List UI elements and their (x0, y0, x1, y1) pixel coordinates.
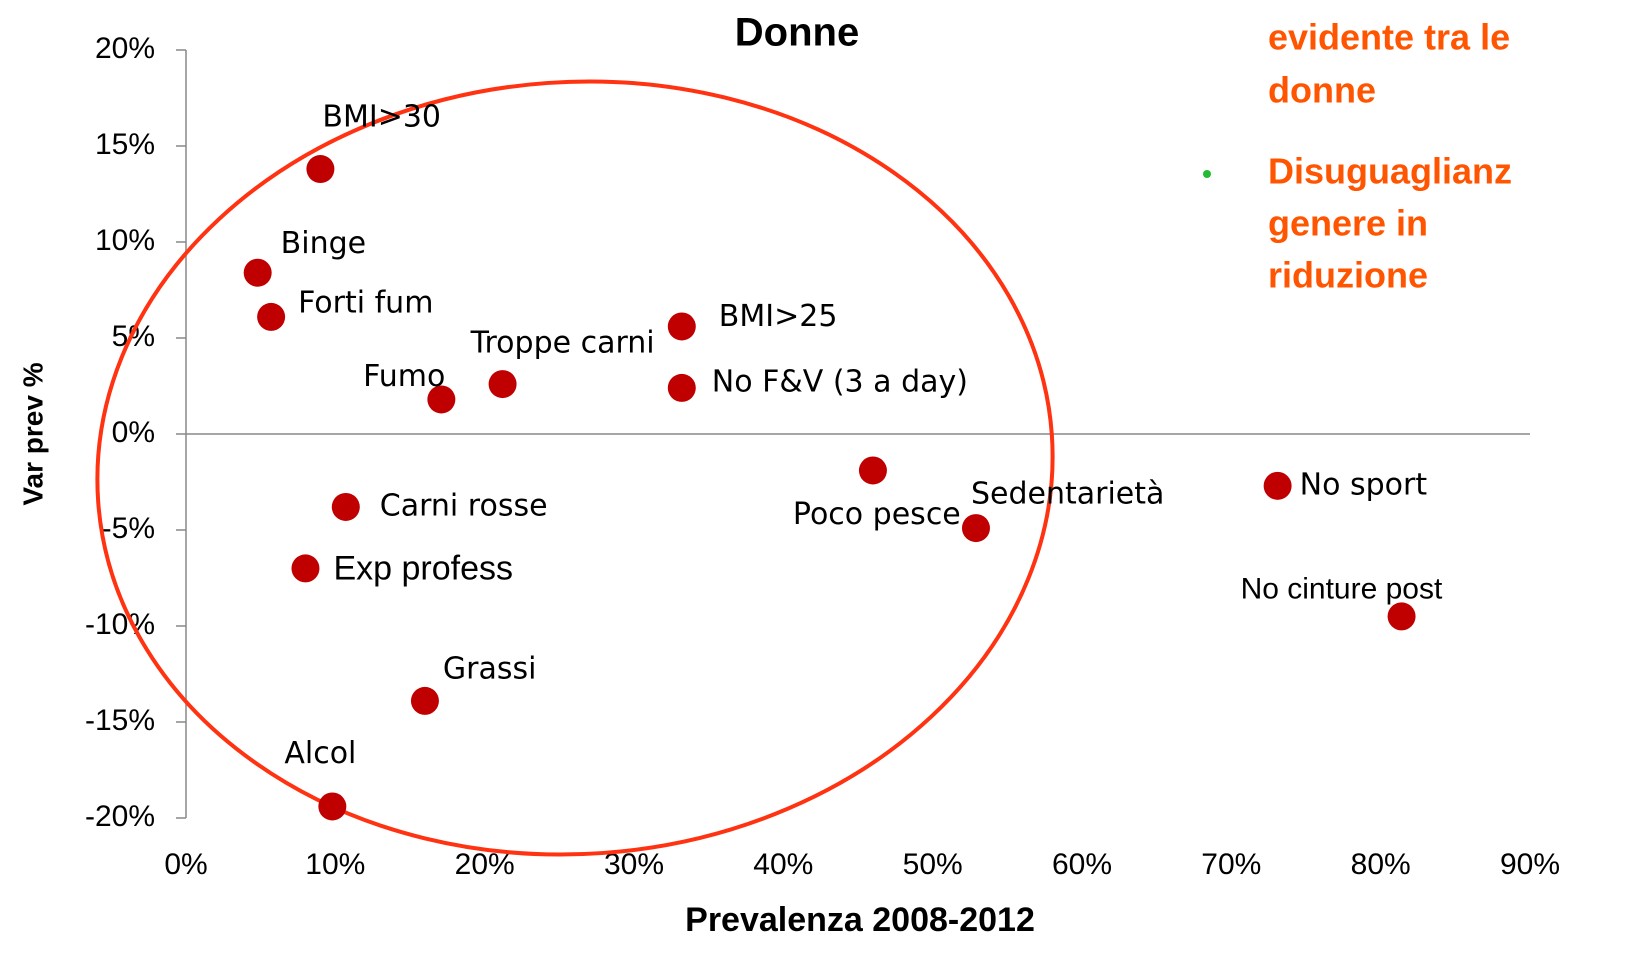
y-tick-label: -10% (85, 608, 155, 641)
point-label: Forti fum (298, 285, 433, 320)
annotation: riduzione (1268, 255, 1428, 296)
x-tick-label: 40% (753, 848, 813, 881)
annotation: evidente tra le (1268, 17, 1510, 58)
chart-title: Donne (735, 11, 859, 55)
point (667, 373, 696, 402)
point (858, 456, 887, 485)
x-tick-label: 80% (1351, 848, 1411, 881)
y-tick-label: 5% (112, 320, 155, 353)
point-label: Grassi (443, 651, 537, 686)
point (410, 686, 439, 715)
point (257, 302, 286, 331)
y-tick-label: -15% (85, 704, 155, 737)
point-label: Carni rosse (380, 488, 548, 523)
point-label: Troppe carni (470, 326, 655, 361)
point-label: No F&V (3 a day) (712, 364, 968, 399)
bullet (1203, 170, 1211, 178)
x-tick-label: 60% (1052, 848, 1112, 881)
point-label: BMI>25 (719, 299, 838, 334)
point-label: Binge (281, 226, 366, 261)
y-axis-label: Var prev % (17, 362, 48, 505)
point (306, 155, 335, 184)
point-label: No sport (1300, 467, 1428, 502)
point-label: Poco pesce (793, 497, 961, 532)
point (331, 492, 360, 521)
annotation: genere in (1268, 203, 1428, 244)
point-label: No cinture post (1241, 572, 1443, 605)
x-tick-label: 50% (903, 848, 963, 881)
point (427, 385, 456, 414)
point (291, 554, 320, 583)
point-label: BMI>30 (322, 100, 441, 135)
point-label: Fumo (363, 359, 445, 394)
x-tick-label: 0% (164, 848, 207, 881)
y-tick-label: 20% (95, 32, 155, 65)
point-label: Alcol (284, 736, 356, 771)
y-tick-label: -20% (85, 800, 155, 833)
point (488, 370, 517, 399)
point-label: Exp profess (333, 549, 513, 587)
point (961, 514, 990, 543)
y-tick-label: 15% (95, 128, 155, 161)
annotation: Disuguaglianz (1268, 151, 1512, 192)
x-tick-label: 70% (1201, 848, 1261, 881)
annotation: donne (1268, 70, 1376, 111)
y-tick-label: -5% (102, 512, 155, 545)
point (667, 312, 696, 341)
point (243, 258, 272, 287)
x-tick-label: 10% (305, 848, 365, 881)
point-label: Sedentarietà (971, 477, 1164, 512)
y-tick-label: 0% (112, 416, 155, 449)
point (1387, 602, 1416, 631)
point (318, 792, 347, 821)
point (1263, 471, 1292, 500)
x-tick-label: 90% (1500, 848, 1560, 881)
x-axis-label: Prevalenza 2008-2012 (685, 901, 1035, 939)
highlight-ellipse (95, 79, 1055, 857)
y-tick-label: 10% (95, 224, 155, 257)
